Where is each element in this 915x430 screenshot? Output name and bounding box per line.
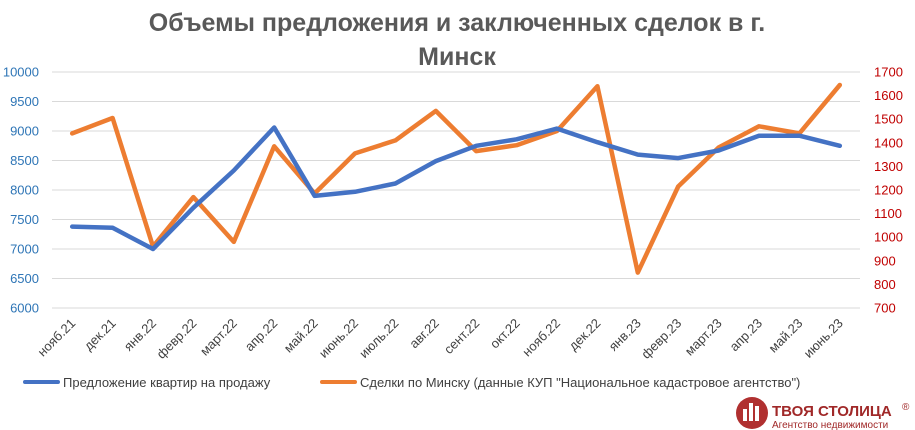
left-tick-label: 7000 xyxy=(10,242,39,257)
legend-label-deals: Сделки по Минску (данные КУП "Национальн… xyxy=(360,375,800,390)
right-tick-label: 1100 xyxy=(874,206,902,221)
right-tick-label: 1600 xyxy=(874,88,903,103)
logo-building-2 xyxy=(749,403,753,421)
x-tick-label: июнь.23 xyxy=(801,316,846,361)
grid-lines xyxy=(52,71,860,309)
logo-building-3 xyxy=(755,406,759,421)
logo-subtitle: Агентство недвижимости xyxy=(772,420,888,430)
right-tick-label: 1200 xyxy=(874,183,903,198)
left-tick-label: 10000 xyxy=(3,65,39,80)
legend-label-offer: Предложение квартир на продажу xyxy=(63,375,271,390)
logo-registered-mark: ® xyxy=(902,402,910,413)
x-tick-label: янв.23 xyxy=(606,316,644,354)
x-tick-label: май.23 xyxy=(766,316,806,356)
right-axis: 700 800 900 1000 1100 1200 1300 1400 1500 1600 170… xyxy=(874,65,903,316)
x-tick-label: июнь.22 xyxy=(316,316,361,361)
x-tick-label: февр.22 xyxy=(153,316,199,362)
right-tick-label: 900 xyxy=(874,253,896,268)
x-tick-label: апр.23 xyxy=(727,316,766,355)
left-tick-label: 6000 xyxy=(10,301,39,316)
x-tick-label: дек.21 xyxy=(81,316,119,354)
left-tick-label: 8000 xyxy=(10,183,39,198)
chart-title-line-1: Объемы предложения и заключенных сделок … xyxy=(149,9,765,37)
x-tick-label: сент.22 xyxy=(441,316,482,357)
right-tick-label: 1300 xyxy=(874,159,903,174)
left-tick-label: 6500 xyxy=(10,271,39,286)
left-tick-label: 9000 xyxy=(10,124,39,139)
x-tick-label: дек.22 xyxy=(566,316,604,354)
right-tick-label: 1000 xyxy=(874,230,903,245)
right-tick-label: 1700 xyxy=(874,65,903,80)
logo-name: ТВОЯ СТОЛИЦА xyxy=(772,403,892,420)
right-tick-label: 1500 xyxy=(874,112,903,127)
x-tick-label: апр.22 xyxy=(242,316,281,355)
company-logo: ТВОЯ СТОЛИЦА ® Агентство недвижимости xyxy=(736,397,910,430)
x-tick-label: нояб.21 xyxy=(35,316,79,360)
series-line-deals xyxy=(69,82,843,275)
x-tick-label: нояб.22 xyxy=(519,316,563,360)
right-tick-label: 1400 xyxy=(874,135,903,150)
left-tick-label: 7500 xyxy=(10,212,39,227)
x-tick-label: март.23 xyxy=(682,316,725,359)
legend: Предложение квартир на продажу Сделки по… xyxy=(23,375,800,390)
left-axis: 6000 6500 7000 7500 8000 8500 9000 9500 10000 xyxy=(3,65,39,316)
chart-title-line-2: Минск xyxy=(418,43,496,71)
right-tick-label: 800 xyxy=(874,277,896,292)
series-line-offer xyxy=(69,125,843,252)
x-tick-label: май.22 xyxy=(281,316,321,356)
x-tick-label: окт.22 xyxy=(487,316,523,352)
x-tick-label: янв.22 xyxy=(121,316,159,354)
left-tick-label: 8500 xyxy=(10,153,39,168)
x-tick-label: февр.23 xyxy=(638,316,684,362)
x-tick-label: авг.22 xyxy=(406,316,442,352)
x-tick-label: июль.22 xyxy=(356,316,401,361)
series-layer xyxy=(69,82,843,275)
x-tick-label: март.22 xyxy=(197,316,240,359)
logo-building-1 xyxy=(743,409,747,421)
right-tick-label: 700 xyxy=(874,301,896,316)
left-tick-label: 9500 xyxy=(10,94,39,109)
